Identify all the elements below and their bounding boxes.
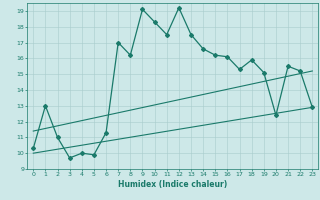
X-axis label: Humidex (Indice chaleur): Humidex (Indice chaleur) xyxy=(118,180,228,189)
